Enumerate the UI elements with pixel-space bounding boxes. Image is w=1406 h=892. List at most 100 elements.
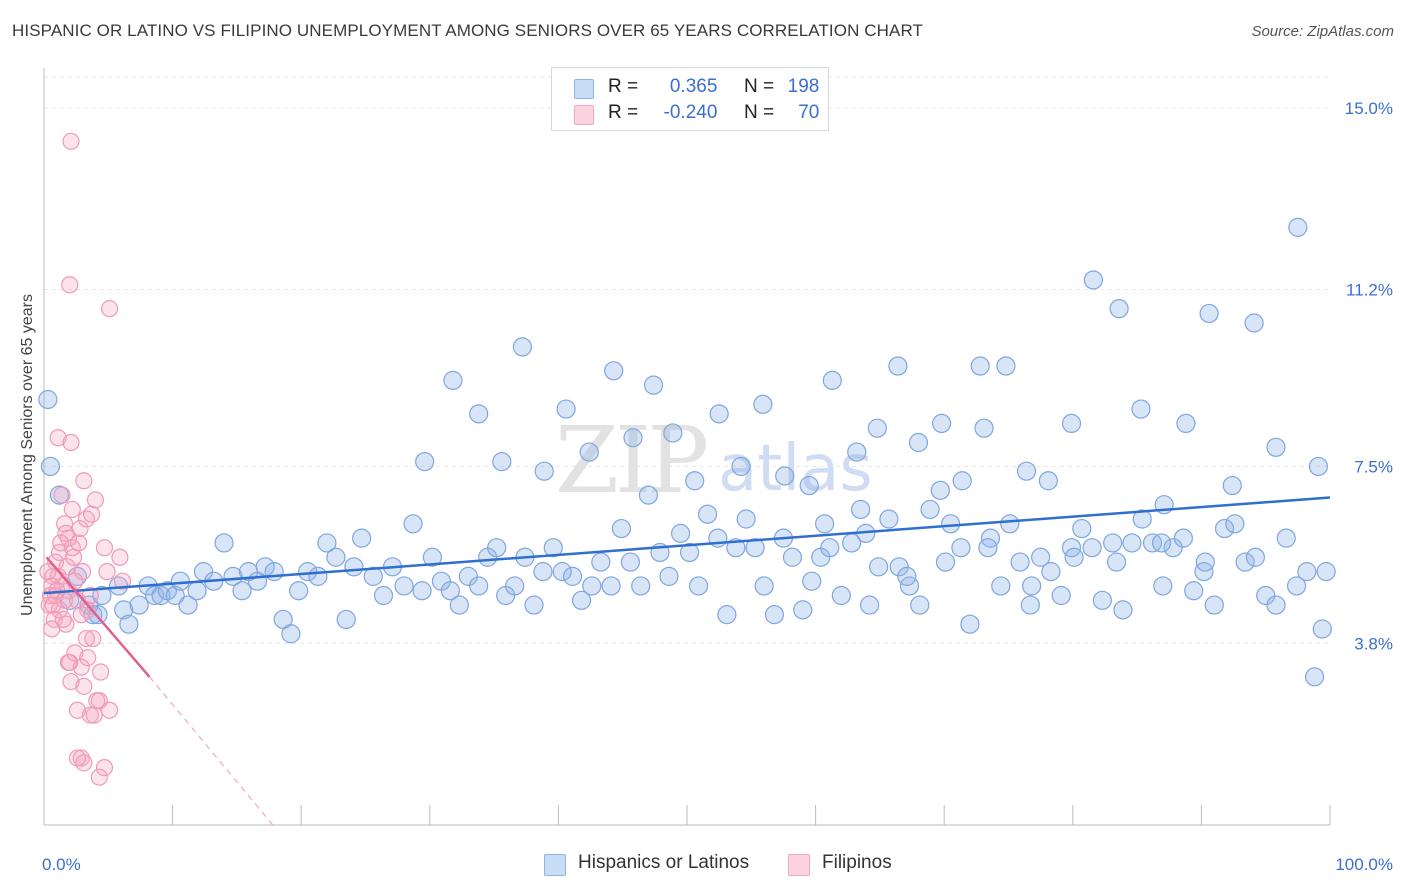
point-filipinos — [70, 534, 88, 552]
point-filipinos — [77, 629, 96, 648]
point-hispanics — [799, 475, 819, 496]
point-hispanics — [422, 547, 442, 567]
point-hispanics — [458, 566, 478, 586]
point-hispanics — [1308, 456, 1329, 477]
point-hispanics — [1235, 552, 1255, 572]
point-hispanics — [165, 585, 185, 606]
point-filipinos — [49, 567, 67, 585]
y-tick-label: 3.8% — [1354, 634, 1393, 653]
point-hispanics — [505, 576, 525, 596]
point-hispanics — [114, 600, 134, 620]
point-filipinos — [66, 644, 84, 662]
point-hispanics — [935, 552, 956, 572]
watermark-atlas: atlas — [718, 432, 873, 506]
point-hispanics — [970, 356, 990, 376]
tick-labels: 3.8% 7.5% 11.2% 15.0% 0.0% 100.0% — [42, 99, 1393, 874]
point-hispanics — [697, 504, 718, 524]
point-hispanics — [443, 370, 463, 390]
point-hispanics — [582, 576, 602, 596]
bottom-legend-swatch-blue — [544, 854, 566, 876]
axes — [43, 68, 1331, 826]
legend-n-label: N = — [743, 102, 775, 123]
point-hispanics — [736, 509, 756, 529]
point-hispanics — [1184, 581, 1204, 601]
point-filipinos — [44, 596, 62, 614]
point-hispanics — [1266, 437, 1286, 457]
point-hispanics — [604, 361, 624, 381]
bottom-legend-swatch-pink — [788, 854, 810, 876]
point-hispanics — [1304, 667, 1325, 687]
point-hispanics — [1245, 547, 1266, 567]
point-hispanics — [1163, 538, 1183, 558]
y-tick-label: 11.2% — [1346, 281, 1393, 300]
point-hispanics — [1151, 533, 1172, 553]
legend-swatch-pink — [574, 105, 594, 125]
point-hispanics — [1173, 528, 1193, 548]
point-hispanics — [308, 566, 328, 586]
point-hispanics — [170, 571, 190, 591]
point-hispanics — [281, 624, 301, 644]
y-axis-title: Unemployment Among Seniors over 65 years — [19, 294, 36, 616]
point-hispanics — [764, 605, 785, 625]
point-filipinos — [75, 677, 93, 695]
point-hispanics — [815, 514, 835, 534]
legend-swatch-blue — [574, 79, 594, 99]
point-hispanics — [562, 566, 583, 586]
point-hispanics — [1000, 514, 1020, 534]
point-hispanics — [449, 595, 469, 615]
source-label: Source: ZipAtlas.com — [1251, 23, 1394, 40]
point-hispanics — [1176, 413, 1196, 433]
point-hispanics — [1194, 562, 1214, 582]
point-hispanics — [1113, 600, 1133, 620]
point-filipinos — [68, 701, 87, 719]
point-filipinos — [85, 706, 103, 724]
point-hispanics — [344, 557, 364, 577]
point-hispanics — [40, 456, 61, 477]
point-hispanics — [1256, 585, 1276, 606]
point-hispanics — [908, 432, 929, 453]
point-hispanics — [223, 566, 243, 586]
point-hispanics — [978, 538, 998, 558]
point-hispanics — [1153, 576, 1173, 596]
point-hispanics — [326, 547, 346, 567]
point-filipinos — [86, 491, 105, 509]
point-hispanics — [1222, 475, 1242, 496]
point-hispanics — [440, 581, 460, 601]
point-hispanics — [571, 590, 592, 610]
point-hispanics — [336, 609, 356, 630]
point-hispanics — [579, 442, 599, 462]
point-hispanics — [889, 557, 909, 577]
point-hispanics — [820, 538, 840, 558]
point-hispanics — [897, 566, 917, 586]
trend-line-filipinos-extrapolated — [148, 676, 274, 826]
point-filipinos — [63, 500, 81, 519]
point-filipinos — [43, 620, 61, 638]
point-hispanics — [469, 576, 489, 596]
point-hispanics — [709, 404, 729, 424]
point-filipinos — [95, 759, 114, 777]
point-hispanics — [1103, 533, 1123, 553]
point-filipinos — [113, 572, 132, 590]
point-hispanics — [512, 337, 532, 357]
point-hispanics — [745, 538, 765, 558]
point-hispanics — [620, 552, 641, 572]
point-filipinos — [100, 701, 119, 719]
point-hispanics — [1064, 547, 1084, 567]
point-hispanics — [1266, 595, 1286, 615]
point-hispanics — [1132, 509, 1152, 529]
point-hispanics — [415, 452, 435, 472]
point-hispanics — [317, 533, 337, 553]
trend-lines — [43, 496, 1331, 826]
point-filipinos — [61, 276, 79, 294]
point-hispanics — [1106, 552, 1127, 572]
point-hispanics — [534, 461, 554, 481]
point-hispanics — [775, 466, 795, 486]
point-hispanics — [930, 480, 950, 500]
point-filipinos — [57, 524, 75, 542]
point-hispanics — [802, 571, 822, 591]
point-hispanics — [851, 499, 871, 520]
point-filipinos — [62, 132, 80, 150]
point-filipinos — [91, 663, 110, 681]
point-hispanics — [867, 418, 887, 438]
point-filipinos — [77, 510, 96, 528]
